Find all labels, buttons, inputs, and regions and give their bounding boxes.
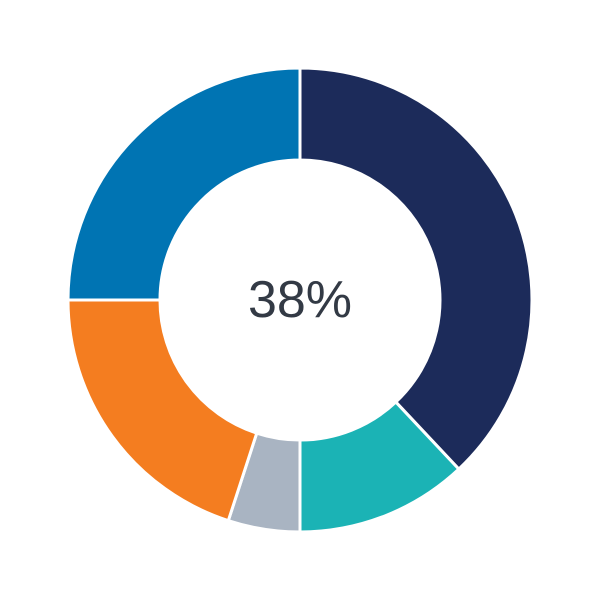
donut-slice-0: [298, 66, 534, 472]
donut-slice-3: [66, 298, 259, 523]
donut-slice-4: [66, 66, 302, 302]
